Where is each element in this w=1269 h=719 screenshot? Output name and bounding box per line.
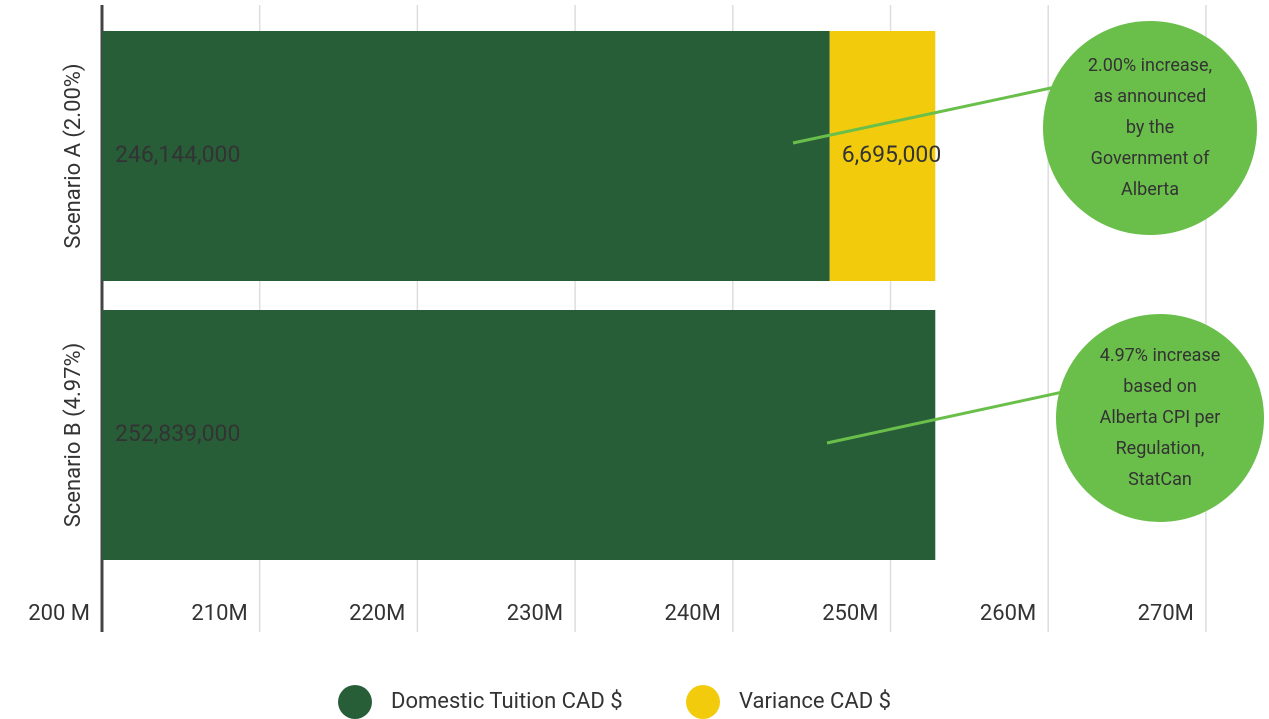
x-tick-label: 200 M xyxy=(28,601,90,626)
x-tick-label: 240M xyxy=(664,601,720,626)
bar-segment xyxy=(829,31,936,281)
legend-swatch xyxy=(686,685,720,719)
bar-segment xyxy=(102,310,936,560)
legend-label: Variance CAD $ xyxy=(739,689,891,714)
annotation-connector xyxy=(792,83,1066,145)
annotation-text: 2.00% increase, xyxy=(1088,55,1212,76)
x-tick-label: 230M xyxy=(507,601,563,626)
annotation-text: 4.97% increase xyxy=(1100,345,1221,366)
data-label: 6,695,000 xyxy=(842,141,942,168)
bar-segment xyxy=(102,31,830,281)
annotation-connector xyxy=(826,388,1073,445)
x-tick-label: 270M xyxy=(1138,601,1194,626)
legend-label: Domestic Tuition CAD $ xyxy=(391,689,623,714)
data-label: 246,144,000 xyxy=(115,141,240,168)
y-tick-label: Scenario B (4.97%) xyxy=(61,343,86,528)
legend-swatch xyxy=(338,685,372,719)
y-tick-label: Scenario A (2.00%) xyxy=(61,63,86,248)
x-tick-label: 260M xyxy=(980,601,1036,626)
annotation-bubble xyxy=(1056,314,1264,522)
x-tick-label: 220M xyxy=(349,601,405,626)
x-tick-label: 250M xyxy=(822,601,878,626)
annotation-text: Alberta CPI per xyxy=(1100,407,1221,428)
annotation-text: based on xyxy=(1123,376,1197,397)
annotation-text: Alberta xyxy=(1121,179,1179,200)
annotation-bubble xyxy=(1043,21,1257,235)
annotation-text: StatCan xyxy=(1128,469,1192,490)
annotation-text: Regulation, xyxy=(1116,438,1205,459)
annotation-text: as announced xyxy=(1094,86,1206,107)
data-label: 252,839,000 xyxy=(115,420,240,447)
annotation-text: by the xyxy=(1126,117,1174,138)
x-tick-label: 210M xyxy=(191,601,247,626)
annotation-text: Government of xyxy=(1091,148,1210,169)
